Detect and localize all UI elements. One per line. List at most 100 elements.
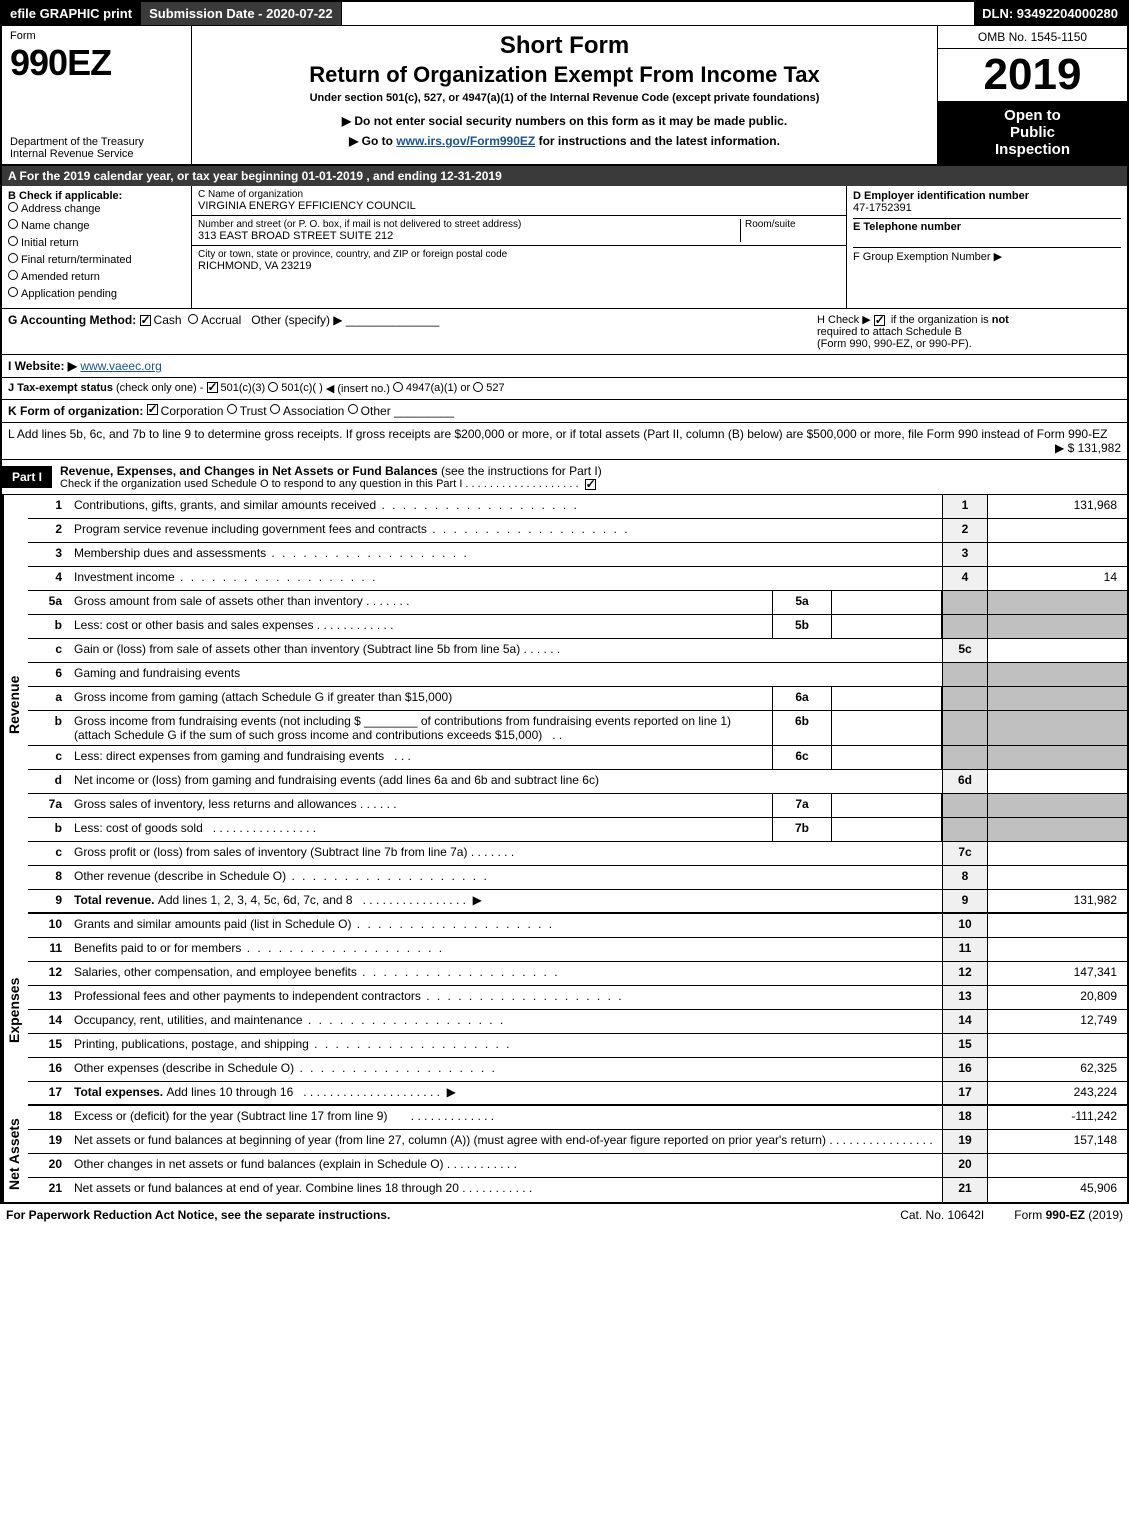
dept-irs: Internal Revenue Service: [10, 148, 183, 160]
line-11-desc: Benefits paid to or for members: [68, 938, 942, 961]
line-12-desc: Salaries, other compensation, and employ…: [68, 962, 942, 985]
chk-schedule-o[interactable]: [585, 479, 596, 490]
chk-amended-return[interactable]: Amended return: [21, 271, 100, 283]
line-10-val: [987, 914, 1127, 937]
chk-name-change[interactable]: Name change: [21, 220, 90, 232]
chk-application-pending[interactable]: Application pending: [21, 288, 117, 300]
line-20-desc: Other changes in net assets or fund bala…: [68, 1154, 942, 1177]
line-2-val: [987, 519, 1127, 542]
line-20-val: [987, 1154, 1127, 1177]
section-a-tax-year: A For the 2019 calendar year, or tax yea…: [2, 166, 1127, 186]
line-7a-desc: Gross sales of inventory, less returns a…: [68, 794, 772, 817]
gross-receipts: ▶ $ 131,982: [1055, 441, 1121, 455]
short-form-title: Short Form: [202, 32, 927, 60]
line-8-desc: Other revenue (describe in Schedule O): [68, 866, 942, 889]
line-14-val: 12,749: [987, 1010, 1127, 1033]
chk-address-change[interactable]: Address change: [21, 203, 101, 215]
section-j: J Tax-exempt status (check only one) - 5…: [2, 378, 1127, 400]
section-g-h: G Accounting Method: Cash Accrual Other …: [2, 309, 1127, 355]
line-16-desc: Other expenses (describe in Schedule O): [68, 1058, 942, 1081]
line-5a-desc: Gross amount from sale of assets other t…: [68, 591, 772, 614]
section-b-heading: B Check if applicable:: [8, 190, 185, 202]
section-i: I Website: ▶ www.vaeec.org: [2, 355, 1127, 378]
line-3-val: [987, 543, 1127, 566]
line-6d-desc: Net income or (loss) from gaming and fun…: [68, 770, 942, 793]
year-box: OMB No. 1545-1150 2019 Open to Public In…: [937, 26, 1127, 164]
org-name: VIRGINIA ENERGY EFFICIENCY COUNCIL: [198, 200, 840, 212]
line-7b-desc: Less: cost of goods sold . . . . . . . .…: [68, 818, 772, 841]
line-18-val: -111,242: [987, 1106, 1127, 1129]
line-7c-desc: Gross profit or (loss) from sales of inv…: [68, 842, 942, 865]
chk-final-return[interactable]: Final return/terminated: [21, 254, 132, 266]
tax-year: 2019: [938, 49, 1127, 101]
expenses-vertical-label: Expenses: [2, 914, 28, 1106]
org-city: RICHMOND, VA 23219: [198, 260, 840, 272]
line-13-val: 20,809: [987, 986, 1127, 1009]
chk-association[interactable]: [270, 404, 280, 414]
chk-501c3[interactable]: [207, 382, 218, 393]
page-footer: For Paperwork Reduction Act Notice, see …: [0, 1204, 1129, 1226]
form-number: 990EZ: [10, 42, 183, 84]
chk-schedule-b[interactable]: [874, 315, 885, 326]
line-10-desc: Grants and similar amounts paid (list in…: [68, 914, 942, 937]
chk-other-org[interactable]: [348, 404, 358, 414]
chk-501c[interactable]: [268, 382, 278, 392]
info-grid: B Check if applicable: Address change Na…: [2, 186, 1127, 309]
line-14-desc: Occupancy, rent, utilities, and maintena…: [68, 1010, 942, 1033]
section-k: K Form of organization: Corporation Trus…: [2, 400, 1127, 423]
footer-form-ref: Form 990-EZ (2019): [1014, 1208, 1123, 1222]
phone-heading: E Telephone number: [853, 218, 1121, 233]
part-1-label: Part I: [2, 466, 52, 488]
dln-label: DLN: 93492204000280: [974, 2, 1127, 25]
website-link[interactable]: www.vaeec.org: [80, 359, 161, 373]
line-6-desc: Gaming and fundraising events: [68, 663, 942, 686]
line-4-val: 14: [987, 567, 1127, 590]
footer-catalog: Cat. No. 10642I: [900, 1208, 984, 1222]
line-1-val: 131,968: [987, 495, 1127, 518]
line-2-desc: Program service revenue including govern…: [68, 519, 942, 542]
line-21-val: 45,906: [987, 1178, 1127, 1202]
chk-trust[interactable]: [227, 404, 237, 414]
line-5b-desc: Less: cost or other basis and sales expe…: [68, 615, 772, 638]
ein-value: 47-1752391: [853, 202, 1121, 214]
chk-4947[interactable]: [393, 382, 403, 392]
line-15-val: [987, 1034, 1127, 1057]
line-15-desc: Printing, publications, postage, and shi…: [68, 1034, 942, 1057]
omb-number: OMB No. 1545-1150: [938, 26, 1127, 49]
netassets-vertical-label: Net Assets: [2, 1106, 28, 1202]
note-link: ▶ Go to www.irs.gov/Form990EZ for instru…: [202, 134, 927, 148]
form-title-section: Form 990EZ Department of the Treasury In…: [2, 25, 1127, 166]
line-6c-desc: Less: direct expenses from gaming and fu…: [68, 746, 772, 769]
line-16-val: 62,325: [987, 1058, 1127, 1081]
section-l: L Add lines 5b, 6c, and 7b to line 9 to …: [2, 423, 1127, 460]
footer-notice: For Paperwork Reduction Act Notice, see …: [6, 1208, 390, 1222]
line-17-desc: Total expenses. Add lines 10 through 16 …: [68, 1082, 942, 1104]
dept-treasury: Department of the Treasury: [10, 136, 183, 148]
room-label: Room/suite: [740, 219, 840, 242]
title-center: Short Form Return of Organization Exempt…: [192, 26, 937, 164]
line-18-desc: Excess or (deficit) for the year (Subtra…: [68, 1106, 942, 1129]
org-name-label: C Name of organization: [198, 189, 840, 200]
top-header-bar: efile GRAPHIC print Submission Date - 20…: [2, 2, 1127, 25]
chk-corporation[interactable]: [147, 404, 158, 415]
line-5c-desc: Gain or (loss) from sale of assets other…: [68, 639, 942, 662]
form-word: Form: [10, 30, 183, 42]
line-19-val: 157,148: [987, 1130, 1127, 1153]
chk-cash[interactable]: [140, 315, 151, 326]
irs-link[interactable]: www.irs.gov/Form990EZ: [396, 134, 535, 148]
line-8-val: [987, 866, 1127, 889]
section-d: D Employer identification number 47-1752…: [847, 186, 1127, 308]
chk-accrual[interactable]: [188, 314, 198, 324]
line-9-val: 131,982: [987, 890, 1127, 912]
line-12-val: 147,341: [987, 962, 1127, 985]
line-19-desc: Net assets or fund balances at beginning…: [68, 1130, 942, 1153]
efile-print-button[interactable]: efile GRAPHIC print: [2, 2, 141, 25]
main-title: Return of Organization Exempt From Incom…: [202, 62, 927, 88]
city-label: City or town, state or province, country…: [198, 249, 840, 260]
form-number-box: Form 990EZ Department of the Treasury In…: [2, 26, 192, 164]
ein-heading: D Employer identification number: [853, 190, 1121, 202]
chk-527[interactable]: [473, 382, 483, 392]
line-11-val: [987, 938, 1127, 961]
line-9-desc: Total revenue. Add lines 1, 2, 3, 4, 5c,…: [68, 890, 942, 912]
chk-initial-return[interactable]: Initial return: [21, 237, 78, 249]
